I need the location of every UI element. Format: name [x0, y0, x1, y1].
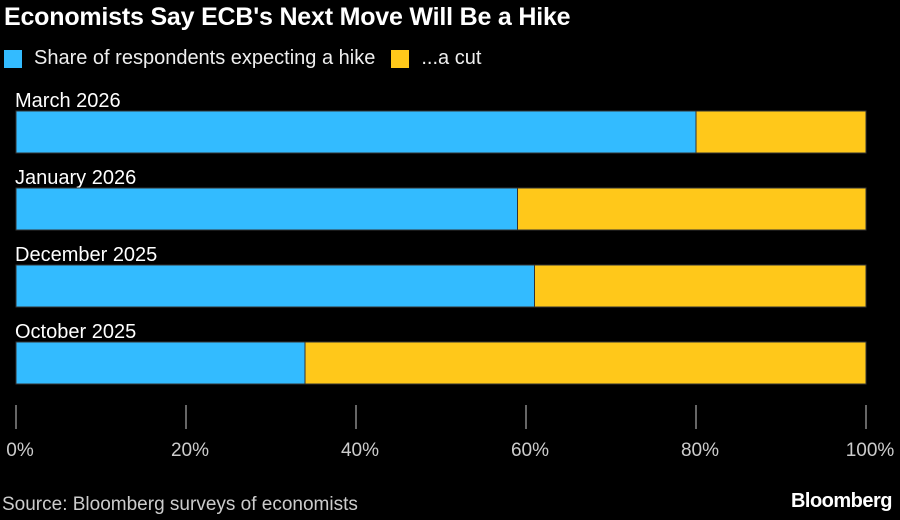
bar-cut	[534, 264, 867, 308]
legend-swatch-cut	[391, 49, 410, 68]
category-label: October 2025	[15, 321, 136, 343]
x-tick-label: 80%	[681, 440, 719, 461]
category-label: January 2026	[15, 167, 136, 189]
x-tick-label: 100%	[846, 440, 895, 461]
x-tick-label: 60%	[511, 440, 549, 461]
legend: Share of respondents expecting a hike ..…	[4, 47, 497, 70]
legend-label-cut: ...a cut	[421, 47, 482, 69]
bar-hike	[15, 187, 518, 231]
category-label: December 2025	[15, 244, 157, 266]
bar-hike	[15, 341, 306, 385]
chart-title: Economists Say ECB's Next Move Will Be a…	[4, 3, 571, 31]
bloomberg-logo: Bloomberg	[790, 490, 893, 512]
x-tick-label: 20%	[171, 440, 209, 461]
bar-cut	[517, 187, 867, 231]
legend-label-hike: Share of respondents expecting a hike	[34, 47, 376, 69]
category-label: March 2026	[15, 90, 121, 112]
bar-hike	[15, 110, 697, 154]
bar-hike	[15, 264, 535, 308]
bar-cut	[695, 110, 867, 154]
x-tick-label: 40%	[341, 440, 379, 461]
x-tick-label: 0%	[6, 440, 34, 461]
legend-swatch-hike	[4, 49, 22, 68]
bar-cut	[304, 341, 867, 385]
source-note: Source: Bloomberg surveys of economists	[2, 494, 358, 515]
